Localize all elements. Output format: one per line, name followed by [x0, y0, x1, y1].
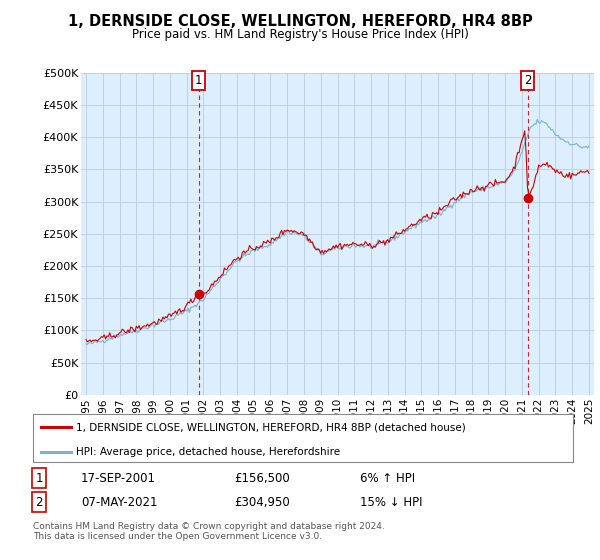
- Text: 15% ↓ HPI: 15% ↓ HPI: [360, 496, 422, 508]
- Text: 2: 2: [524, 74, 532, 87]
- Text: 1, DERNSIDE CLOSE, WELLINGTON, HEREFORD, HR4 8BP: 1, DERNSIDE CLOSE, WELLINGTON, HEREFORD,…: [68, 14, 532, 29]
- Text: 07-MAY-2021: 07-MAY-2021: [81, 496, 157, 508]
- Text: 6% ↑ HPI: 6% ↑ HPI: [360, 472, 415, 484]
- Text: 1, DERNSIDE CLOSE, WELLINGTON, HEREFORD, HR4 8BP (detached house): 1, DERNSIDE CLOSE, WELLINGTON, HEREFORD,…: [76, 422, 466, 432]
- Text: £304,950: £304,950: [234, 496, 290, 508]
- Text: 17-SEP-2001: 17-SEP-2001: [81, 472, 156, 484]
- Text: 1: 1: [195, 74, 202, 87]
- Text: 2: 2: [35, 496, 43, 508]
- Text: 1: 1: [35, 472, 43, 484]
- Text: Contains HM Land Registry data © Crown copyright and database right 2024.
This d: Contains HM Land Registry data © Crown c…: [33, 522, 385, 542]
- Text: £156,500: £156,500: [234, 472, 290, 484]
- Text: HPI: Average price, detached house, Herefordshire: HPI: Average price, detached house, Here…: [76, 446, 340, 456]
- Text: Price paid vs. HM Land Registry's House Price Index (HPI): Price paid vs. HM Land Registry's House …: [131, 28, 469, 41]
